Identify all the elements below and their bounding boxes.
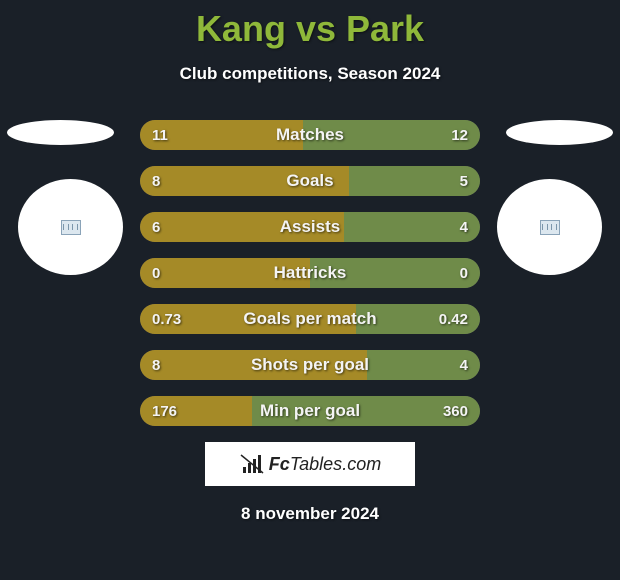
stat-seg-right [310,258,480,288]
player-right-badge [497,179,602,275]
page-title: Kang vs Park [0,0,620,50]
stat-row: Matches1112 [140,120,480,150]
stat-row: Hattricks00 [140,258,480,288]
logo-dotcom: .com [342,454,381,474]
stat-row: Goals85 [140,166,480,196]
stat-seg-right [349,166,480,196]
stat-seg-right [356,304,480,334]
footer-date: 8 november 2024 [0,504,620,524]
stat-row: Goals per match0.730.42 [140,304,480,334]
comparison-area: Matches1112 Goals85 Assists64 Hattricks00 Go… [0,120,620,426]
player-left-badge [18,179,123,275]
stat-seg-left [140,166,349,196]
stat-seg-left [140,258,310,288]
jersey-placeholder-icon [540,220,560,235]
stat-seg-left [140,396,252,426]
logo-tables: Tables [290,454,342,474]
stat-seg-right [303,120,480,150]
stat-row: Min per goal176360 [140,396,480,426]
stat-seg-right [344,212,480,242]
stat-seg-right [367,350,480,380]
stat-row: Shots per goal84 [140,350,480,380]
fctables-logo: FcTables.com [205,442,415,486]
stat-bars: Matches1112 Goals85 Assists64 Hattricks00 Go… [140,120,480,426]
stat-seg-left [140,304,356,334]
stat-seg-left [140,350,367,380]
stat-seg-right [252,396,480,426]
jersey-placeholder-icon [61,220,81,235]
stat-seg-left [140,120,303,150]
stat-row: Assists64 [140,212,480,242]
player-left-nameplate [7,120,114,145]
bar-chart-icon [239,453,265,475]
logo-fc: Fc [269,454,290,474]
player-right-nameplate [506,120,613,145]
subtitle: Club competitions, Season 2024 [0,64,620,84]
stat-seg-left [140,212,344,242]
